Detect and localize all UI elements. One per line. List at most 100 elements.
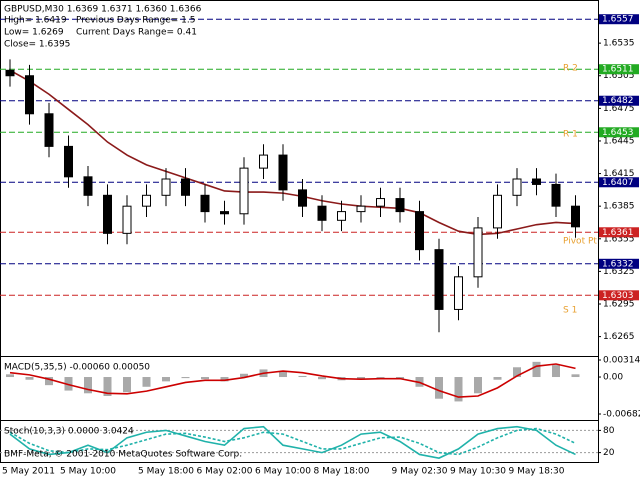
annotation: Current Days Range= 0.41 — [76, 28, 197, 38]
macd-bar — [376, 377, 385, 379]
macd-bar — [142, 377, 151, 387]
macd-bar — [45, 377, 53, 386]
y-tick-label: 1.6325 — [603, 267, 635, 277]
macd-bar — [571, 374, 580, 378]
candle-body — [454, 276, 463, 310]
annotation: High= 1.6419 — [4, 16, 67, 26]
x-tick-label: 6 May 02:00 — [197, 467, 253, 477]
level-label: 1.6303 — [602, 291, 634, 301]
candle-body — [571, 205, 580, 228]
macd-bar — [201, 377, 209, 380]
level-label: 1.6453 — [602, 128, 634, 138]
candle-body — [122, 205, 132, 234]
candle-body — [415, 211, 424, 251]
candle-body — [181, 178, 190, 196]
level-label-box — [599, 127, 639, 138]
macd-bar — [84, 377, 92, 394]
x-tick-label: 8 May 18:00 — [314, 467, 370, 477]
candle-body — [551, 183, 561, 207]
y-tick-label: 0.00 — [603, 373, 623, 383]
candle-body — [434, 249, 444, 310]
y-tick-label: 1.6355 — [603, 234, 635, 244]
annotation: Low= 1.6269 — [4, 28, 64, 38]
level-label: 1.6332 — [602, 259, 634, 269]
x-tick-label: 5 May 2011 — [2, 467, 55, 477]
macd-bar — [240, 373, 248, 378]
candle-body — [356, 205, 366, 213]
y-tick-label: 20 — [603, 448, 615, 458]
annotation: S 1 — [563, 306, 577, 316]
candle-body — [5, 69, 15, 77]
macd-bar — [279, 371, 287, 378]
macd-bar — [552, 365, 560, 378]
candle-body — [337, 211, 346, 221]
y-tick-label: 1.6535 — [603, 39, 635, 49]
level-label-box — [599, 14, 639, 25]
macd-bar — [532, 361, 541, 378]
x-tick-label: 9 May 02:30 — [392, 467, 448, 477]
copyright: BMF-Meta, © 2001-2010 MetaQuotes Softwar… — [4, 450, 242, 460]
y-tick-label: 1.6385 — [603, 202, 635, 212]
candle-body — [161, 178, 171, 196]
candle-body — [493, 194, 502, 229]
y-tick-label: 1.6265 — [603, 332, 635, 342]
level-label-box — [599, 177, 639, 188]
annotation: R 2 — [563, 64, 578, 74]
y-tick-label: 0.00314 — [603, 356, 640, 366]
y-tick-label: -0.00682 — [603, 410, 640, 420]
level-label-box — [599, 290, 639, 301]
annotation: R 1 — [563, 130, 578, 140]
candle-body — [473, 227, 483, 278]
y-tick-label: 1.6415 — [603, 169, 635, 179]
candle-body — [317, 205, 327, 221]
candle-body — [376, 198, 385, 207]
y-tick-label: 80 — [603, 426, 615, 436]
macd-bar — [474, 377, 482, 394]
candle-body — [200, 194, 210, 213]
level-label: 1.6511 — [602, 65, 634, 75]
candle-body — [298, 189, 307, 207]
macd-bar — [181, 377, 190, 379]
macd-bar — [103, 377, 112, 396]
y-tick-label: 1.6295 — [603, 300, 635, 310]
x-tick-label: 5 May 10:00 — [60, 467, 116, 477]
indicator-line — [9, 363, 576, 398]
candle-body — [395, 198, 405, 213]
macd-bar — [123, 377, 131, 393]
level-label: 1.6482 — [602, 96, 634, 106]
indicator-line — [9, 427, 576, 456]
macd-bar — [513, 367, 521, 378]
macd-bar — [298, 375, 307, 378]
x-tick-label: 6 May 10:00 — [255, 467, 311, 477]
candle-body — [532, 178, 541, 185]
macd-bar — [220, 377, 229, 382]
indicator-line — [9, 425, 576, 459]
candle-body — [44, 113, 54, 147]
candle-body — [278, 154, 288, 191]
macd-bar — [454, 377, 463, 402]
macd-bar — [25, 377, 34, 380]
annotation: Previous Days Range= 1.5 — [76, 16, 195, 26]
frame — [0, 0, 599, 463]
macd-bar — [493, 377, 502, 380]
macd-bar — [435, 377, 443, 399]
level-label: 1.6557 — [602, 15, 634, 25]
candle-body — [512, 178, 522, 196]
panel-title: MACD(5,35,5) -0.00060 0.00050 — [4, 363, 150, 373]
annotation: Close= 1.6395 — [4, 40, 70, 50]
x-tick-label: 5 May 18:00 — [138, 467, 194, 477]
candle-body — [83, 176, 93, 196]
candle-body — [220, 211, 229, 215]
macd-bar — [357, 377, 365, 380]
candle-body — [239, 167, 249, 215]
level-label-box — [599, 95, 639, 106]
macd-bar — [6, 374, 14, 378]
level-label-box — [599, 227, 639, 238]
level-label: 1.6361 — [602, 228, 634, 238]
y-tick-label: 1.6475 — [603, 104, 635, 114]
x-tick-label: 9 May 10:30 — [450, 467, 506, 477]
y-tick-label: 1.6505 — [603, 71, 635, 81]
chart-title: GBPUSD,M30 1.6369 1.6371 1.6360 1.6366 — [4, 5, 202, 15]
candle-body — [259, 154, 268, 169]
